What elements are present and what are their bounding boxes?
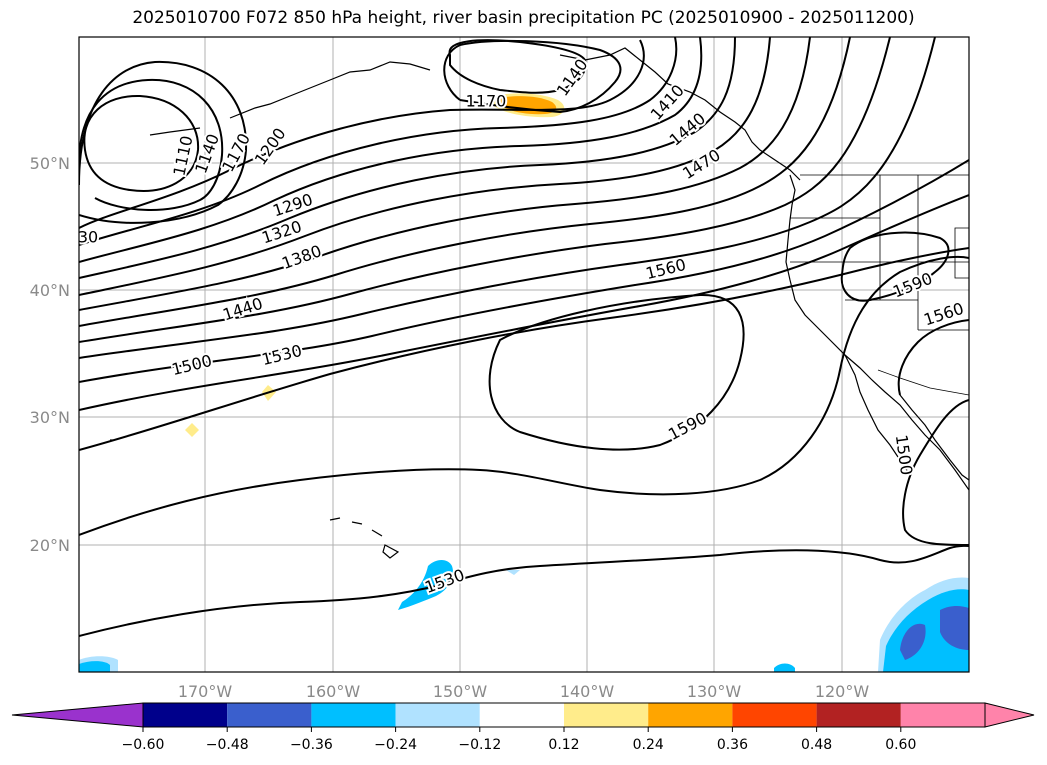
colorbar-swatch bbox=[564, 703, 649, 727]
contour-1470 bbox=[79, 159, 969, 383]
lat-tick-label: 40°N bbox=[30, 281, 70, 300]
coast-baja bbox=[844, 354, 911, 476]
colorbar-tick-label: 0.12 bbox=[548, 737, 579, 753]
map-frame bbox=[78, 36, 970, 673]
precip-negative-mexico-core bbox=[900, 606, 969, 660]
contour-1260 bbox=[79, 37, 703, 263]
lon-tick-label: 150°W bbox=[433, 682, 488, 701]
lon-tick-label: 130°W bbox=[687, 682, 742, 701]
graticule bbox=[79, 37, 969, 672]
contour-1110 bbox=[83, 94, 200, 192]
colorbar-tick-label: 0.48 bbox=[801, 737, 832, 753]
colorbar-swatch bbox=[395, 703, 480, 727]
contour-1530-south bbox=[79, 544, 969, 637]
contour-1350 bbox=[79, 37, 811, 311]
colorbar-tick-label: 0.36 bbox=[717, 737, 748, 753]
height-contours bbox=[79, 37, 969, 637]
map-title: 2025010700 F072 850 hPa height, river ba… bbox=[132, 8, 915, 28]
contour-1530 bbox=[79, 247, 969, 451]
contour-1140-west bbox=[79, 78, 224, 211]
border-us-mexico bbox=[877, 369, 969, 396]
precip-negative-small bbox=[506, 570, 520, 575]
lat-tick-label: 30°N bbox=[30, 408, 70, 427]
lat-tick-label: 50°N bbox=[30, 154, 70, 173]
precip-positive-dot-2 bbox=[185, 423, 199, 437]
colorbar-swatch bbox=[311, 703, 396, 727]
colorbar-swatch bbox=[732, 703, 817, 727]
colorbar-upper-extend-arrow bbox=[984, 702, 1035, 728]
colorbar-tick-label: −0.12 bbox=[458, 737, 501, 753]
coastlines bbox=[110, 47, 969, 559]
contour-1410 bbox=[79, 37, 891, 343]
contour-1560-east bbox=[897, 319, 969, 396]
coast-alaska-aleutians bbox=[149, 61, 431, 136]
lat-tick-label: 20°N bbox=[30, 536, 70, 555]
precip-negative-hawaii bbox=[398, 560, 454, 610]
contour-label: 30 bbox=[78, 228, 98, 247]
colorbar-swatch bbox=[900, 703, 985, 727]
lon-tick-label: 140°W bbox=[560, 682, 615, 701]
colorbar-tick-label: −0.24 bbox=[374, 737, 417, 753]
colorbar-tick-label: −0.36 bbox=[290, 737, 333, 753]
lat-tick-labels: 50°N 40°N 30°N 20°N bbox=[30, 154, 70, 555]
contour-1500-west bbox=[79, 194, 969, 411]
contour-1380 bbox=[79, 37, 851, 327]
hawaii-islands bbox=[329, 517, 400, 559]
colorbar-tick-label: 0.60 bbox=[885, 737, 916, 753]
colorbar-swatch bbox=[227, 703, 312, 727]
contour-1290 bbox=[79, 37, 736, 279]
colorbar-tick-label: −0.60 bbox=[122, 737, 165, 753]
contour-1590-ocean bbox=[488, 293, 745, 451]
contour-1230 bbox=[79, 37, 678, 246]
colorbar-tick-label: −0.48 bbox=[206, 737, 249, 753]
lon-tick-labels: 170°W 160°W 150°W 140°W 130°W 120°W bbox=[178, 682, 870, 701]
contour-1590-land bbox=[840, 231, 950, 302]
colorbar: −0.60 −0.48 −0.36 −0.24 −0.12 0.12 0.24 0.36 0.4… bbox=[11, 702, 1035, 753]
colorbar-tick-label: 0.24 bbox=[633, 737, 664, 753]
lon-tick-label: 170°W bbox=[178, 682, 233, 701]
coast-gulf-california bbox=[899, 394, 969, 481]
contour-1170-west bbox=[79, 60, 248, 224]
state-borders bbox=[790, 175, 969, 331]
colorbar-lower-extend-arrow bbox=[11, 702, 144, 728]
precip-negative-bottom-mid bbox=[774, 663, 795, 672]
lon-tick-label: 160°W bbox=[306, 682, 361, 701]
colorbar-swatch bbox=[816, 703, 901, 727]
coast-alaska-south bbox=[559, 47, 801, 181]
contour-1200 bbox=[79, 39, 645, 229]
map-background bbox=[79, 37, 969, 672]
contour-1320 bbox=[79, 37, 771, 296]
coast-bc-pnw bbox=[785, 174, 969, 491]
colorbar-swatch bbox=[479, 703, 564, 727]
colorbar-swatch bbox=[648, 703, 733, 727]
contour-1440 bbox=[79, 37, 936, 359]
precip-negative-bottom-left-core bbox=[79, 661, 110, 672]
colorbar-swatch bbox=[143, 703, 228, 727]
contour-1560-main bbox=[79, 255, 969, 536]
contour-label: 1170 bbox=[466, 92, 507, 111]
lon-tick-label: 120°W bbox=[815, 682, 870, 701]
contour-1500-mexico bbox=[902, 399, 969, 546]
